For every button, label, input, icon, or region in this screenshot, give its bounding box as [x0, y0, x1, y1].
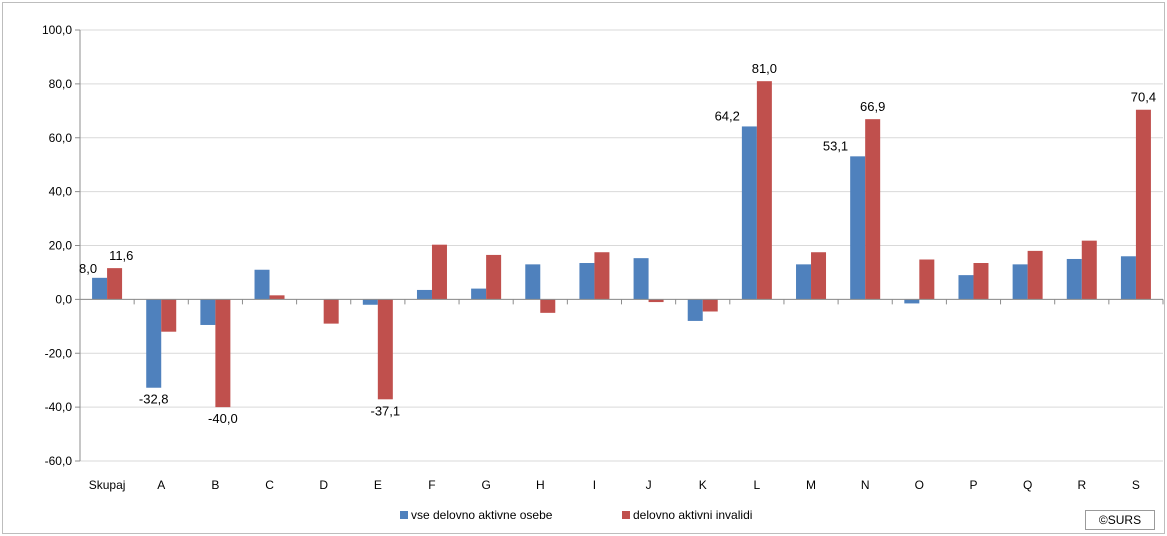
x-tick-label: C: [265, 478, 274, 492]
x-tick-label: O: [915, 478, 924, 492]
bar-vse: [633, 258, 649, 300]
legend-swatch: [400, 511, 408, 519]
bar-invalidi: [431, 244, 447, 300]
x-tick-label: S: [1132, 478, 1140, 492]
bar-invalidi: [323, 299, 339, 324]
bar-invalidi: [1081, 240, 1097, 300]
bar-vse: [1012, 264, 1028, 300]
bar-invalidi: [486, 254, 502, 300]
data-label: 8,0: [79, 261, 97, 276]
bar-invalidi: [161, 299, 177, 332]
bar-invalidi: [377, 299, 393, 400]
y-tick-label: 100,0: [42, 23, 72, 37]
legend-label: delovno aktivni invalidi: [633, 508, 752, 522]
x-tick-label: N: [861, 478, 870, 492]
bar-vse: [741, 126, 757, 300]
y-tick-label: -20,0: [45, 346, 73, 360]
credit-badge: ©SURS: [1085, 510, 1155, 530]
bar-invalidi: [1027, 250, 1043, 300]
bar-vse: [904, 299, 920, 304]
y-tick-label: 20,0: [49, 239, 73, 253]
x-tick-label: K: [699, 478, 707, 492]
x-tick-label: Q: [1023, 478, 1032, 492]
bar-vse: [796, 264, 812, 300]
bar-invalidi: [973, 263, 989, 300]
x-tick-label: A: [157, 478, 165, 492]
bar-invalidi: [811, 252, 827, 300]
legend-label: vse delovno aktivne osebe: [411, 508, 553, 522]
bar-vse: [958, 275, 974, 300]
bar-invalidi: [215, 299, 231, 408]
x-tick-label: D: [319, 478, 328, 492]
data-label: 64,2: [715, 108, 740, 123]
x-tick-label: I: [593, 478, 596, 492]
legend-swatch: [622, 511, 630, 519]
bar-invalidi: [540, 299, 556, 313]
bar-vse: [471, 288, 487, 300]
x-tick-label: R: [1077, 478, 1086, 492]
bar-invalidi: [107, 268, 123, 300]
bar-vse: [254, 269, 270, 300]
bar-vse: [146, 299, 162, 388]
data-label: 81,0: [752, 61, 777, 76]
x-tick-label: J: [646, 478, 652, 492]
x-tick-label: F: [428, 478, 435, 492]
x-tick-label: G: [481, 478, 490, 492]
bar-invalidi: [919, 259, 935, 300]
x-tick-label: E: [374, 478, 382, 492]
bar-invalidi: [648, 299, 664, 303]
bar-invalidi: [702, 299, 718, 312]
bar-invalidi: [269, 295, 285, 300]
data-label: 66,9: [860, 99, 885, 114]
data-label: -32,8: [139, 392, 169, 407]
x-tick-label: Skupaj: [89, 478, 126, 492]
bar-vse: [1120, 256, 1136, 300]
bar-invalidi: [594, 252, 610, 300]
x-tick-label: L: [754, 478, 761, 492]
bar-vse: [200, 299, 216, 325]
y-tick-label: -40,0: [45, 400, 73, 414]
bar-vse: [579, 263, 595, 300]
data-label: 11,6: [109, 248, 133, 263]
bar-invalidi: [865, 119, 881, 300]
data-label: -37,1: [371, 403, 401, 418]
x-tick-label: P: [969, 478, 977, 492]
y-tick-label: 0,0: [55, 292, 72, 306]
bar-invalidi: [756, 81, 772, 300]
x-tick-label: M: [806, 478, 816, 492]
bar-invalidi: [1135, 109, 1151, 300]
y-tick-label: 40,0: [49, 185, 73, 199]
y-tick-label: 60,0: [49, 131, 73, 145]
bar-vse: [1066, 258, 1082, 300]
bar-vse: [362, 299, 378, 305]
x-tick-label: B: [211, 478, 219, 492]
y-tick-label: 80,0: [49, 77, 73, 91]
data-label: 53,1: [823, 138, 848, 153]
data-label: -40,0: [208, 411, 238, 426]
bar-vse: [525, 264, 541, 300]
data-label: 70,4: [1131, 90, 1156, 105]
bar-vse: [687, 299, 703, 321]
bar-vse: [92, 277, 108, 300]
bar-vse: [416, 289, 432, 300]
y-tick-label: -60,0: [45, 454, 73, 468]
bar-vse: [850, 156, 866, 300]
x-tick-label: H: [536, 478, 545, 492]
